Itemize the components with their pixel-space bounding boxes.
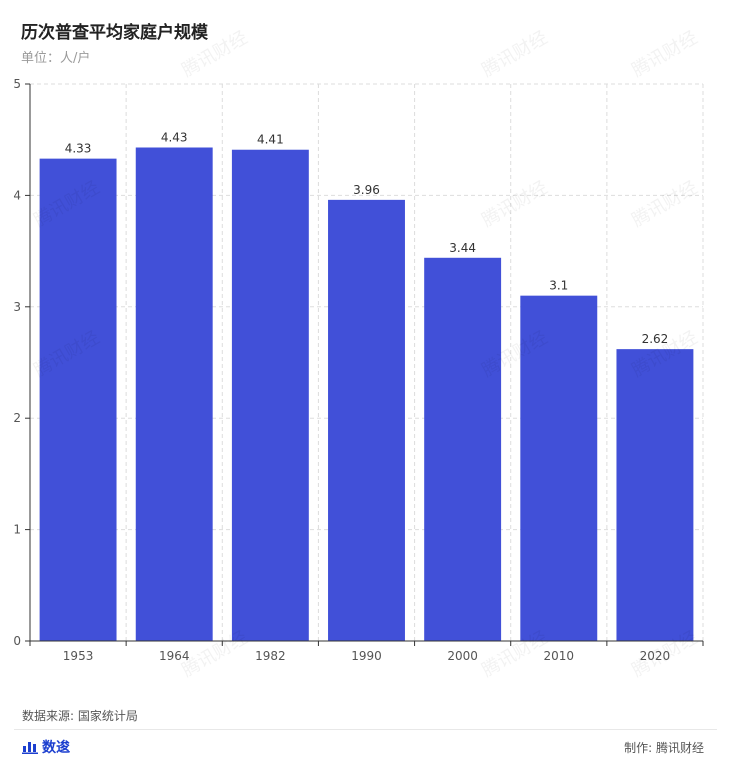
x-tick-label: 2020 <box>640 649 671 663</box>
data-label: 4.33 <box>65 142 92 156</box>
y-tick-label: 0 <box>13 634 21 648</box>
data-label: 3.44 <box>449 241 476 255</box>
data-label: 4.43 <box>161 130 188 144</box>
x-tick-label: 2010 <box>544 649 575 663</box>
x-tick-label: 1982 <box>255 649 286 663</box>
data-label: 4.41 <box>257 133 284 147</box>
y-tick-label: 2 <box>13 411 21 425</box>
axes <box>29 84 703 642</box>
data-labels: 4.33 4.43 4.41 3.96 3.44 3.1 2.62 <box>65 130 669 346</box>
bar-2020 <box>616 349 694 641</box>
bar-chart-icon <box>22 742 38 754</box>
x-tick-label: 1964 <box>159 649 190 663</box>
data-label: 2.62 <box>642 332 669 346</box>
brand-name: 数逡 <box>42 740 70 756</box>
data-label: 3.1 <box>549 279 568 293</box>
data-label: 3.96 <box>353 183 380 197</box>
y-tick-label: 5 <box>13 77 21 91</box>
brand-logo[interactable]: 数逡 <box>22 737 70 757</box>
bars <box>39 147 694 642</box>
x-axis-ticks: 1953 1964 1982 1990 2000 2010 2020 <box>29 641 704 663</box>
bar-1990 <box>328 199 405 641</box>
chart-subtitle: 单位：人/户 <box>21 51 91 66</box>
chart-title: 历次普查平均家庭户规模 <box>21 23 208 43</box>
y-tick-label: 3 <box>13 300 21 314</box>
bar-1964 <box>135 147 213 642</box>
y-axis-ticks: 0 1 2 3 4 5 <box>13 77 30 648</box>
bar-2010 <box>520 295 598 641</box>
x-tick-label: 1953 <box>63 649 94 663</box>
bar-2000 <box>424 257 502 641</box>
footer-divider <box>14 729 717 730</box>
y-tick-label: 4 <box>13 188 21 202</box>
x-tick-label: 2000 <box>447 649 478 663</box>
x-tick-label: 1990 <box>351 649 382 663</box>
bar-1982 <box>231 149 309 641</box>
y-tick-label: 1 <box>13 523 21 537</box>
bar-1953 <box>39 158 117 641</box>
credit: 制作: 腾讯财经 <box>624 741 704 755</box>
data-source: 数据来源: 国家统计局 <box>22 709 138 723</box>
